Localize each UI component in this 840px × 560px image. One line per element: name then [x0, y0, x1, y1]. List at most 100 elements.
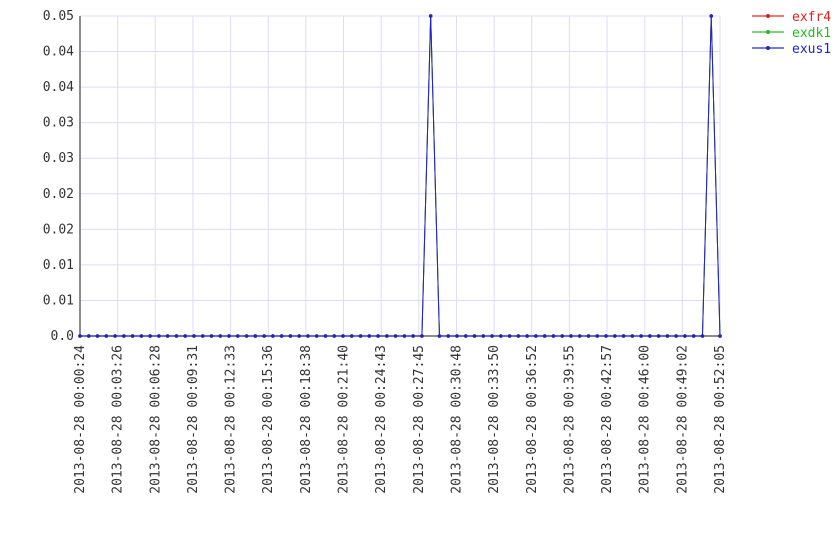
data-point — [95, 334, 100, 338]
data-point — [279, 334, 284, 338]
data-point — [139, 334, 144, 338]
data-point — [236, 334, 240, 338]
legend-swatch-marker — [766, 46, 770, 50]
data-point — [639, 334, 643, 338]
data-point — [569, 334, 573, 338]
series-exus1 — [78, 14, 722, 338]
y-tick-label: 0.02 — [43, 187, 74, 202]
legend-label: exfr4 — [792, 10, 831, 25]
data-point — [183, 334, 188, 338]
series-line-exfr4 — [80, 15, 721, 337]
x-tick-label: 2013-08-28 00:03:26 — [111, 345, 126, 494]
series-line-exus1 — [80, 15, 721, 337]
series-exdk1 — [78, 14, 722, 338]
data-point — [157, 334, 161, 338]
data-point — [297, 334, 301, 338]
data-point — [560, 334, 564, 338]
x-tick-label: 2013-08-28 00:24:43 — [374, 345, 389, 494]
data-point — [165, 334, 170, 338]
data-point — [271, 334, 275, 338]
x-tick-label: 2013-08-28 00:49:02 — [675, 345, 690, 494]
y-tick-label: 0.04 — [43, 80, 74, 95]
data-point — [674, 334, 678, 338]
x-tick-label: 2013-08-28 00:52:05 — [713, 345, 728, 494]
data-point — [130, 334, 135, 338]
data-point — [577, 334, 582, 338]
x-tick-label: 2013-08-28 00:21:40 — [337, 345, 352, 494]
data-point — [665, 334, 670, 338]
data-point — [385, 334, 389, 338]
x-tick-label: 2013-08-28 00:00:24 — [73, 345, 88, 494]
data-point — [691, 334, 696, 338]
legend-swatch-marker — [766, 14, 770, 18]
data-point — [507, 334, 512, 338]
data-point — [683, 334, 687, 338]
data-point — [349, 334, 354, 338]
x-tick-label: 2013-08-28 00:46:00 — [638, 345, 653, 494]
data-point — [148, 334, 152, 338]
data-point — [621, 334, 626, 338]
y-tick-label: 0.0 — [51, 329, 74, 344]
data-point — [402, 334, 407, 338]
y-tick-label: 0.05 — [43, 9, 74, 24]
x-tick-label: 2013-08-28 00:30:48 — [449, 345, 464, 494]
data-point — [612, 334, 617, 338]
data-point — [718, 334, 722, 338]
data-point — [656, 334, 661, 338]
data-point — [78, 334, 82, 338]
data-point — [542, 334, 547, 338]
data-point — [227, 334, 231, 338]
data-point — [218, 334, 223, 338]
data-point — [393, 334, 398, 338]
data-point — [516, 334, 521, 338]
data-point — [174, 334, 179, 338]
data-point — [437, 334, 442, 338]
data-point — [314, 334, 319, 338]
data-point — [332, 334, 337, 338]
y-tick-label: 0.01 — [43, 258, 74, 273]
x-tick-label: 2013-08-28 00:12:33 — [224, 345, 239, 494]
data-point — [341, 334, 345, 338]
data-point — [192, 334, 196, 338]
data-point — [122, 334, 126, 338]
data-point — [104, 334, 109, 338]
legend-swatch-marker — [766, 30, 770, 34]
data-point — [446, 334, 451, 338]
data-point — [86, 334, 91, 338]
data-point — [630, 334, 635, 338]
y-tick-label: 0.02 — [43, 222, 74, 237]
data-point — [525, 334, 529, 338]
data-point — [376, 334, 380, 338]
x-tick-label: 2013-08-28 00:39:55 — [562, 345, 577, 494]
data-point — [490, 334, 494, 338]
series-exfr4 — [78, 14, 722, 338]
data-point — [481, 334, 486, 338]
data-point — [595, 334, 600, 338]
x-tick-label: 2013-08-28 00:06:28 — [148, 345, 163, 494]
data-point — [209, 334, 214, 338]
data-point — [709, 14, 714, 18]
y-tick-label: 0.01 — [43, 293, 74, 308]
legend-item-exfr4: exfr4 — [752, 10, 831, 25]
legend-item-exus1: exus1 — [752, 42, 831, 57]
data-point — [428, 14, 433, 18]
x-tick-label: 2013-08-28 00:18:38 — [299, 345, 314, 494]
data-point — [455, 334, 459, 338]
data-point — [420, 334, 424, 338]
x-tick-label: 2013-08-28 00:36:52 — [525, 345, 540, 494]
x-tick-label: 2013-08-28 00:33:50 — [487, 345, 502, 494]
data-point — [648, 334, 652, 338]
series-line-exdk1 — [80, 15, 721, 337]
x-tick-label: 2013-08-28 00:09:31 — [186, 345, 201, 494]
data-point — [323, 334, 328, 338]
legend-label: exdk1 — [792, 26, 831, 41]
data-point — [551, 334, 556, 338]
data-point — [358, 334, 363, 338]
legend-label: exus1 — [792, 42, 831, 57]
data-point — [463, 334, 468, 338]
data-point — [534, 334, 538, 338]
legend-item-exdk1: exdk1 — [752, 26, 831, 41]
x-tick-label: 2013-08-28 00:42:57 — [600, 345, 615, 494]
data-point — [253, 334, 258, 338]
